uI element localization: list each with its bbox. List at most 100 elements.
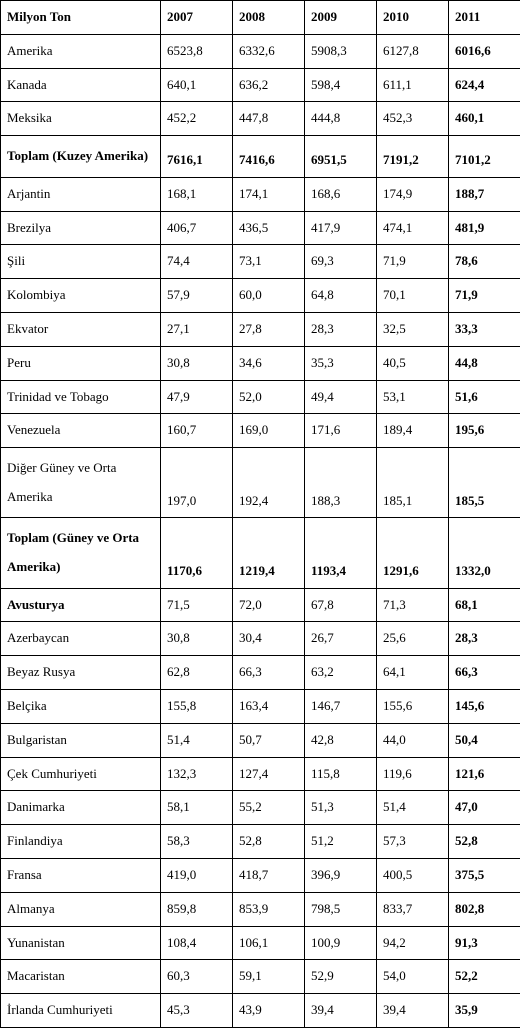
table-cell: 155,6	[377, 689, 449, 723]
table-cell: 59,1	[233, 960, 305, 994]
table-cell: 34,6	[233, 346, 305, 380]
table-cell: 119,6	[377, 757, 449, 791]
table-row: Toplam (Kuzey Amerika)7616,17416,66951,5…	[1, 136, 520, 178]
table-row: Peru30,834,635,340,544,8	[1, 346, 520, 380]
table-row: Almanya859,8853,9798,5833,7802,8	[1, 892, 520, 926]
table-body: Milyon Ton20072008200920102011Amerika652…	[1, 1, 520, 1028]
table-cell: 58,1	[161, 791, 233, 825]
table-row: Amerika6523,86332,65908,36127,86016,6	[1, 34, 520, 68]
table-cell: 60,0	[233, 279, 305, 313]
table-cell: 66,3	[233, 656, 305, 690]
table-cell: 417,9	[305, 211, 377, 245]
table-cell: 108,4	[161, 926, 233, 960]
table-cell: 26,7	[305, 622, 377, 656]
table-cell: 132,3	[161, 757, 233, 791]
table-cell: Meksika	[1, 102, 161, 136]
table-cell: 6016,6	[449, 34, 520, 68]
table-cell: 189,4	[377, 414, 449, 448]
table-cell: Peru	[1, 346, 161, 380]
table-cell: 481,9	[449, 211, 520, 245]
table-cell: 2007	[161, 1, 233, 35]
table-row: Fransa419,0418,7396,9400,5375,5	[1, 858, 520, 892]
table-row: Finlandiya58,352,851,257,352,8	[1, 825, 520, 859]
table-row: Brezilya406,7436,5417,9474,1481,9	[1, 211, 520, 245]
table-cell: 53,1	[377, 380, 449, 414]
table-cell: 94,2	[377, 926, 449, 960]
table-cell: 39,4	[377, 994, 449, 1028]
table-cell: 42,8	[305, 723, 377, 757]
table-cell: 7616,1	[161, 136, 233, 178]
table-cell: 5908,3	[305, 34, 377, 68]
table-row: Venezuela160,7169,0171,6189,4195,6	[1, 414, 520, 448]
table-cell: Macaristan	[1, 960, 161, 994]
table-cell: 73,1	[233, 245, 305, 279]
table-cell: 55,2	[233, 791, 305, 825]
table-cell: 47,0	[449, 791, 520, 825]
table-cell: 35,9	[449, 994, 520, 1028]
table-cell: İrlanda Cumhuriyeti	[1, 994, 161, 1028]
table-cell: 6127,8	[377, 34, 449, 68]
table-cell: 25,6	[377, 622, 449, 656]
table-cell: 63,2	[305, 656, 377, 690]
table-cell: Finlandiya	[1, 825, 161, 859]
table-cell: 833,7	[377, 892, 449, 926]
table-row: Belçika155,8163,4146,7155,6145,6	[1, 689, 520, 723]
table-cell: 44,8	[449, 346, 520, 380]
table-cell: 1193,4	[305, 518, 377, 588]
table-cell: 27,8	[233, 312, 305, 346]
table-cell: 195,6	[449, 414, 520, 448]
table-cell: 7416,6	[233, 136, 305, 178]
table-cell: Brezilya	[1, 211, 161, 245]
table-row: Toplam (Güney ve Orta Amerika)1170,61219…	[1, 518, 520, 588]
table-cell: 33,3	[449, 312, 520, 346]
table-cell: 174,9	[377, 177, 449, 211]
table-cell: 436,5	[233, 211, 305, 245]
table-cell: 7101,2	[449, 136, 520, 178]
table-cell: 624,4	[449, 68, 520, 102]
table-cell: 452,2	[161, 102, 233, 136]
table-cell: 598,4	[305, 68, 377, 102]
table-cell: 197,0	[161, 448, 233, 518]
table-cell: 72,0	[233, 588, 305, 622]
table-row: Kanada640,1636,2598,4611,1624,4	[1, 68, 520, 102]
table-cell: 71,3	[377, 588, 449, 622]
table-cell: 71,9	[377, 245, 449, 279]
table-cell: Beyaz Rusya	[1, 656, 161, 690]
table-cell: 1219,4	[233, 518, 305, 588]
table-row: Şili74,473,169,371,978,6	[1, 245, 520, 279]
table-cell: 32,5	[377, 312, 449, 346]
table-cell: Azerbaycan	[1, 622, 161, 656]
table-cell: 69,3	[305, 245, 377, 279]
table-cell: 66,3	[449, 656, 520, 690]
table-cell: 71,5	[161, 588, 233, 622]
table-cell: 28,3	[305, 312, 377, 346]
table-cell: 636,2	[233, 68, 305, 102]
table-cell: 375,5	[449, 858, 520, 892]
table-cell: 163,4	[233, 689, 305, 723]
table-cell: Amerika	[1, 34, 161, 68]
table-cell: 188,7	[449, 177, 520, 211]
table-cell: 169,0	[233, 414, 305, 448]
table-cell: 400,5	[377, 858, 449, 892]
table-cell: 51,3	[305, 791, 377, 825]
table-cell: 49,4	[305, 380, 377, 414]
table-cell: 185,5	[449, 448, 520, 518]
table-cell: 452,3	[377, 102, 449, 136]
table-cell: 52,8	[449, 825, 520, 859]
table-cell: 168,6	[305, 177, 377, 211]
table-cell: 27,1	[161, 312, 233, 346]
table-cell: 52,8	[233, 825, 305, 859]
table-cell: 396,9	[305, 858, 377, 892]
table-cell: 2011	[449, 1, 520, 35]
table-cell: Almanya	[1, 892, 161, 926]
table-cell: 70,1	[377, 279, 449, 313]
table-cell: Avusturya	[1, 588, 161, 622]
table-cell: 7191,2	[377, 136, 449, 178]
table-cell: Çek Cumhuriyeti	[1, 757, 161, 791]
table-cell: 474,1	[377, 211, 449, 245]
table-cell: 100,9	[305, 926, 377, 960]
table-cell: 460,1	[449, 102, 520, 136]
table-cell: 68,1	[449, 588, 520, 622]
table-row: İrlanda Cumhuriyeti45,343,939,439,435,9	[1, 994, 520, 1028]
table-cell: 115,8	[305, 757, 377, 791]
